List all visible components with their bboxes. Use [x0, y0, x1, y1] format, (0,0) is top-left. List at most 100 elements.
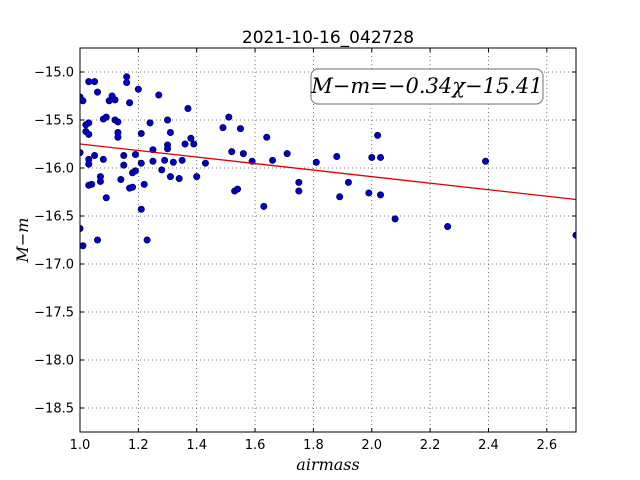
data-point [161, 156, 169, 164]
data-point [169, 158, 177, 166]
data-point [187, 134, 195, 142]
data-point [120, 161, 128, 169]
x-tick-label: 1.0 [70, 438, 91, 453]
data-point [178, 156, 186, 164]
data-point [482, 157, 490, 165]
data-point [155, 91, 163, 99]
x-axis-label: airmass [296, 455, 359, 474]
y-tick-label: −15.5 [34, 114, 74, 129]
data-point [239, 150, 247, 158]
data-point [368, 153, 376, 161]
data-point [140, 180, 148, 188]
data-point [129, 183, 137, 191]
y-tick-label: −15.0 [34, 66, 74, 81]
data-point [120, 152, 128, 160]
data-point [102, 113, 110, 121]
data-point [131, 167, 139, 175]
data-point [131, 151, 139, 159]
data-point [85, 78, 93, 86]
data-point [111, 96, 119, 104]
data-point [80, 97, 87, 105]
data-point [391, 215, 399, 223]
data-point [283, 150, 291, 158]
data-point [134, 85, 142, 93]
data-point [146, 119, 154, 127]
data-point [137, 129, 145, 137]
data-point [96, 177, 104, 185]
data-point [166, 128, 174, 136]
plot-frame [79, 47, 577, 433]
data-point [114, 128, 122, 136]
data-point [149, 157, 157, 165]
fit-line-group [79, 143, 577, 201]
data-point [175, 175, 183, 183]
data-point [91, 78, 99, 86]
data-point [102, 194, 110, 202]
data-point [260, 202, 268, 210]
data-point [190, 140, 198, 148]
data-point [295, 178, 303, 186]
data-point [85, 160, 93, 168]
y-tick-label: −18.5 [34, 402, 74, 417]
data-point [137, 159, 145, 167]
data-point [336, 193, 344, 201]
y-tick-label: −17.0 [34, 258, 74, 273]
data-point [344, 178, 352, 186]
data-point [234, 185, 242, 193]
y-axis-label: M−m [13, 218, 32, 264]
ticks: 1.0 1.2 1.4 1.6 1.8 2.0 2.2 2.4 2.6 −15.0 −15.5 −16… [34, 48, 576, 453]
x-tick-label: 1.8 [303, 438, 324, 453]
data-point [85, 119, 93, 127]
y-tick-label: −16.5 [34, 210, 74, 225]
data-point [225, 113, 233, 121]
x-tick-label: 2.2 [420, 438, 441, 453]
x-tick-label: 1.6 [245, 438, 266, 453]
x-tick-label: 2.6 [536, 438, 557, 453]
data-point [201, 159, 209, 167]
data-point [123, 73, 131, 81]
x-tick-label: 1.2 [128, 438, 149, 453]
y-tick-label: −16.0 [34, 162, 74, 177]
data-point [94, 88, 102, 96]
data-point [164, 116, 172, 124]
chart-title: 2021-10-16_042728 [242, 28, 414, 48]
data-point [236, 125, 244, 133]
data-point [123, 79, 131, 87]
equation-box [310, 68, 544, 105]
data-point [91, 152, 99, 160]
data-point [193, 173, 201, 181]
data-point [184, 104, 192, 112]
data-point [312, 158, 320, 166]
data-point [377, 191, 385, 199]
x-tick-label: 2.0 [361, 438, 382, 453]
data-point [164, 145, 172, 153]
data-point [88, 180, 96, 188]
data-point [137, 205, 145, 213]
data-point [444, 223, 452, 231]
data-point [219, 124, 227, 132]
data-point [295, 187, 303, 195]
data-point [114, 118, 122, 126]
data-point [377, 153, 385, 161]
data-point [94, 236, 102, 244]
equation-annotation: M−m=−0.34χ−15.41 [310, 68, 544, 105]
data-point [117, 176, 125, 184]
data-point [269, 156, 277, 164]
data-point [166, 173, 174, 181]
data-point [158, 166, 166, 174]
data-point [99, 155, 107, 163]
equation-text: M−m=−0.34χ−15.41 [310, 74, 542, 98]
data-point [263, 133, 271, 141]
data-point [365, 189, 373, 197]
data-point [228, 148, 236, 156]
data-point [80, 242, 87, 250]
data-points [80, 73, 576, 250]
data-point [85, 130, 93, 138]
x-tick-label: 1.4 [186, 438, 207, 453]
data-point [181, 140, 189, 148]
data-point [333, 152, 341, 160]
x-tick-label: 2.4 [478, 438, 499, 453]
y-tick-label: −17.5 [34, 306, 74, 321]
fit-line [79, 143, 577, 201]
